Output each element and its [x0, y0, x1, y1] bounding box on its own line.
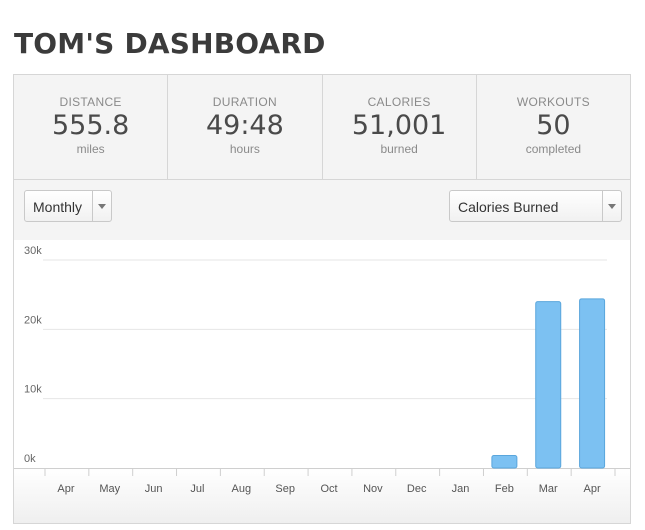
x-tick-label: Feb — [495, 483, 514, 495]
x-tick-label: Dec — [407, 483, 427, 495]
stat-unit: completed — [525, 142, 582, 156]
period-select-toggle[interactable] — [92, 191, 111, 221]
chevron-down-icon — [608, 204, 616, 209]
chart-footer — [14, 468, 630, 523]
bar-chart: 0k 10k 20k 30k Apr May Jun Jul Aug Sep Oct Nov Dec Ja… — [14, 245, 630, 495]
stat-label: CALORIES — [367, 95, 431, 109]
bar-mar[interactable] — [535, 301, 562, 469]
y-tick-label: 10k — [24, 384, 42, 396]
dashboard-panel: DISTANCE 555.8 miles DURATION 49:48 hour… — [13, 74, 631, 524]
x-tick-label: Jun — [145, 483, 163, 495]
stat-duration: DURATION 49:48 hours — [168, 75, 323, 179]
stat-unit: hours — [229, 142, 260, 156]
x-tick-label: Nov — [363, 483, 383, 495]
x-tick-label: Jan — [452, 483, 470, 495]
stat-workouts: WORKOUTS 50 completed — [477, 75, 630, 179]
chart-area: 0k 10k 20k 30k Apr May Jun Jul Aug Sep Oct Nov Dec Ja… — [14, 240, 630, 523]
x-tick-label: Oct — [320, 483, 337, 495]
y-tick-label: 20k — [24, 314, 42, 326]
period-select[interactable]: Monthly — [24, 190, 112, 222]
metric-select-value: Calories Burned — [458, 199, 559, 215]
x-tick-label: Apr — [584, 483, 601, 495]
y-tick-label: 30k — [24, 245, 42, 257]
stat-distance: DISTANCE 555.8 miles — [14, 75, 169, 179]
metric-select-toggle[interactable] — [602, 191, 621, 221]
stat-unit: miles — [76, 142, 105, 156]
chevron-down-icon — [98, 204, 106, 209]
stat-label: DISTANCE — [59, 95, 122, 109]
stat-label: DURATION — [212, 95, 277, 109]
stat-value: 49:48 — [205, 110, 284, 141]
x-tick-label: Jul — [190, 483, 204, 495]
x-tick-label: Apr — [57, 483, 74, 495]
period-select-value: Monthly — [33, 199, 83, 215]
stat-value: 51,001 — [351, 110, 447, 141]
bar-apr[interactable] — [579, 298, 606, 469]
x-tick-label: Aug — [232, 483, 252, 495]
stat-calories: CALORIES 51,001 burned — [323, 75, 477, 179]
stats-row: DISTANCE 555.8 miles DURATION 49:48 hour… — [14, 75, 630, 180]
bar-feb[interactable] — [491, 455, 518, 469]
page-title: TOM'S DASHBOARD — [14, 27, 326, 60]
x-tick-label: Sep — [275, 483, 295, 495]
stat-value: 555.8 — [51, 110, 130, 141]
metric-select[interactable]: Calories Burned — [449, 190, 622, 222]
x-tick-label: Mar — [539, 483, 558, 495]
stat-unit: burned — [380, 142, 418, 156]
x-tick-label: May — [99, 483, 120, 495]
stat-label: WORKOUTS — [516, 95, 590, 109]
stat-value: 50 — [536, 110, 571, 141]
y-tick-label: 0k — [24, 453, 36, 465]
